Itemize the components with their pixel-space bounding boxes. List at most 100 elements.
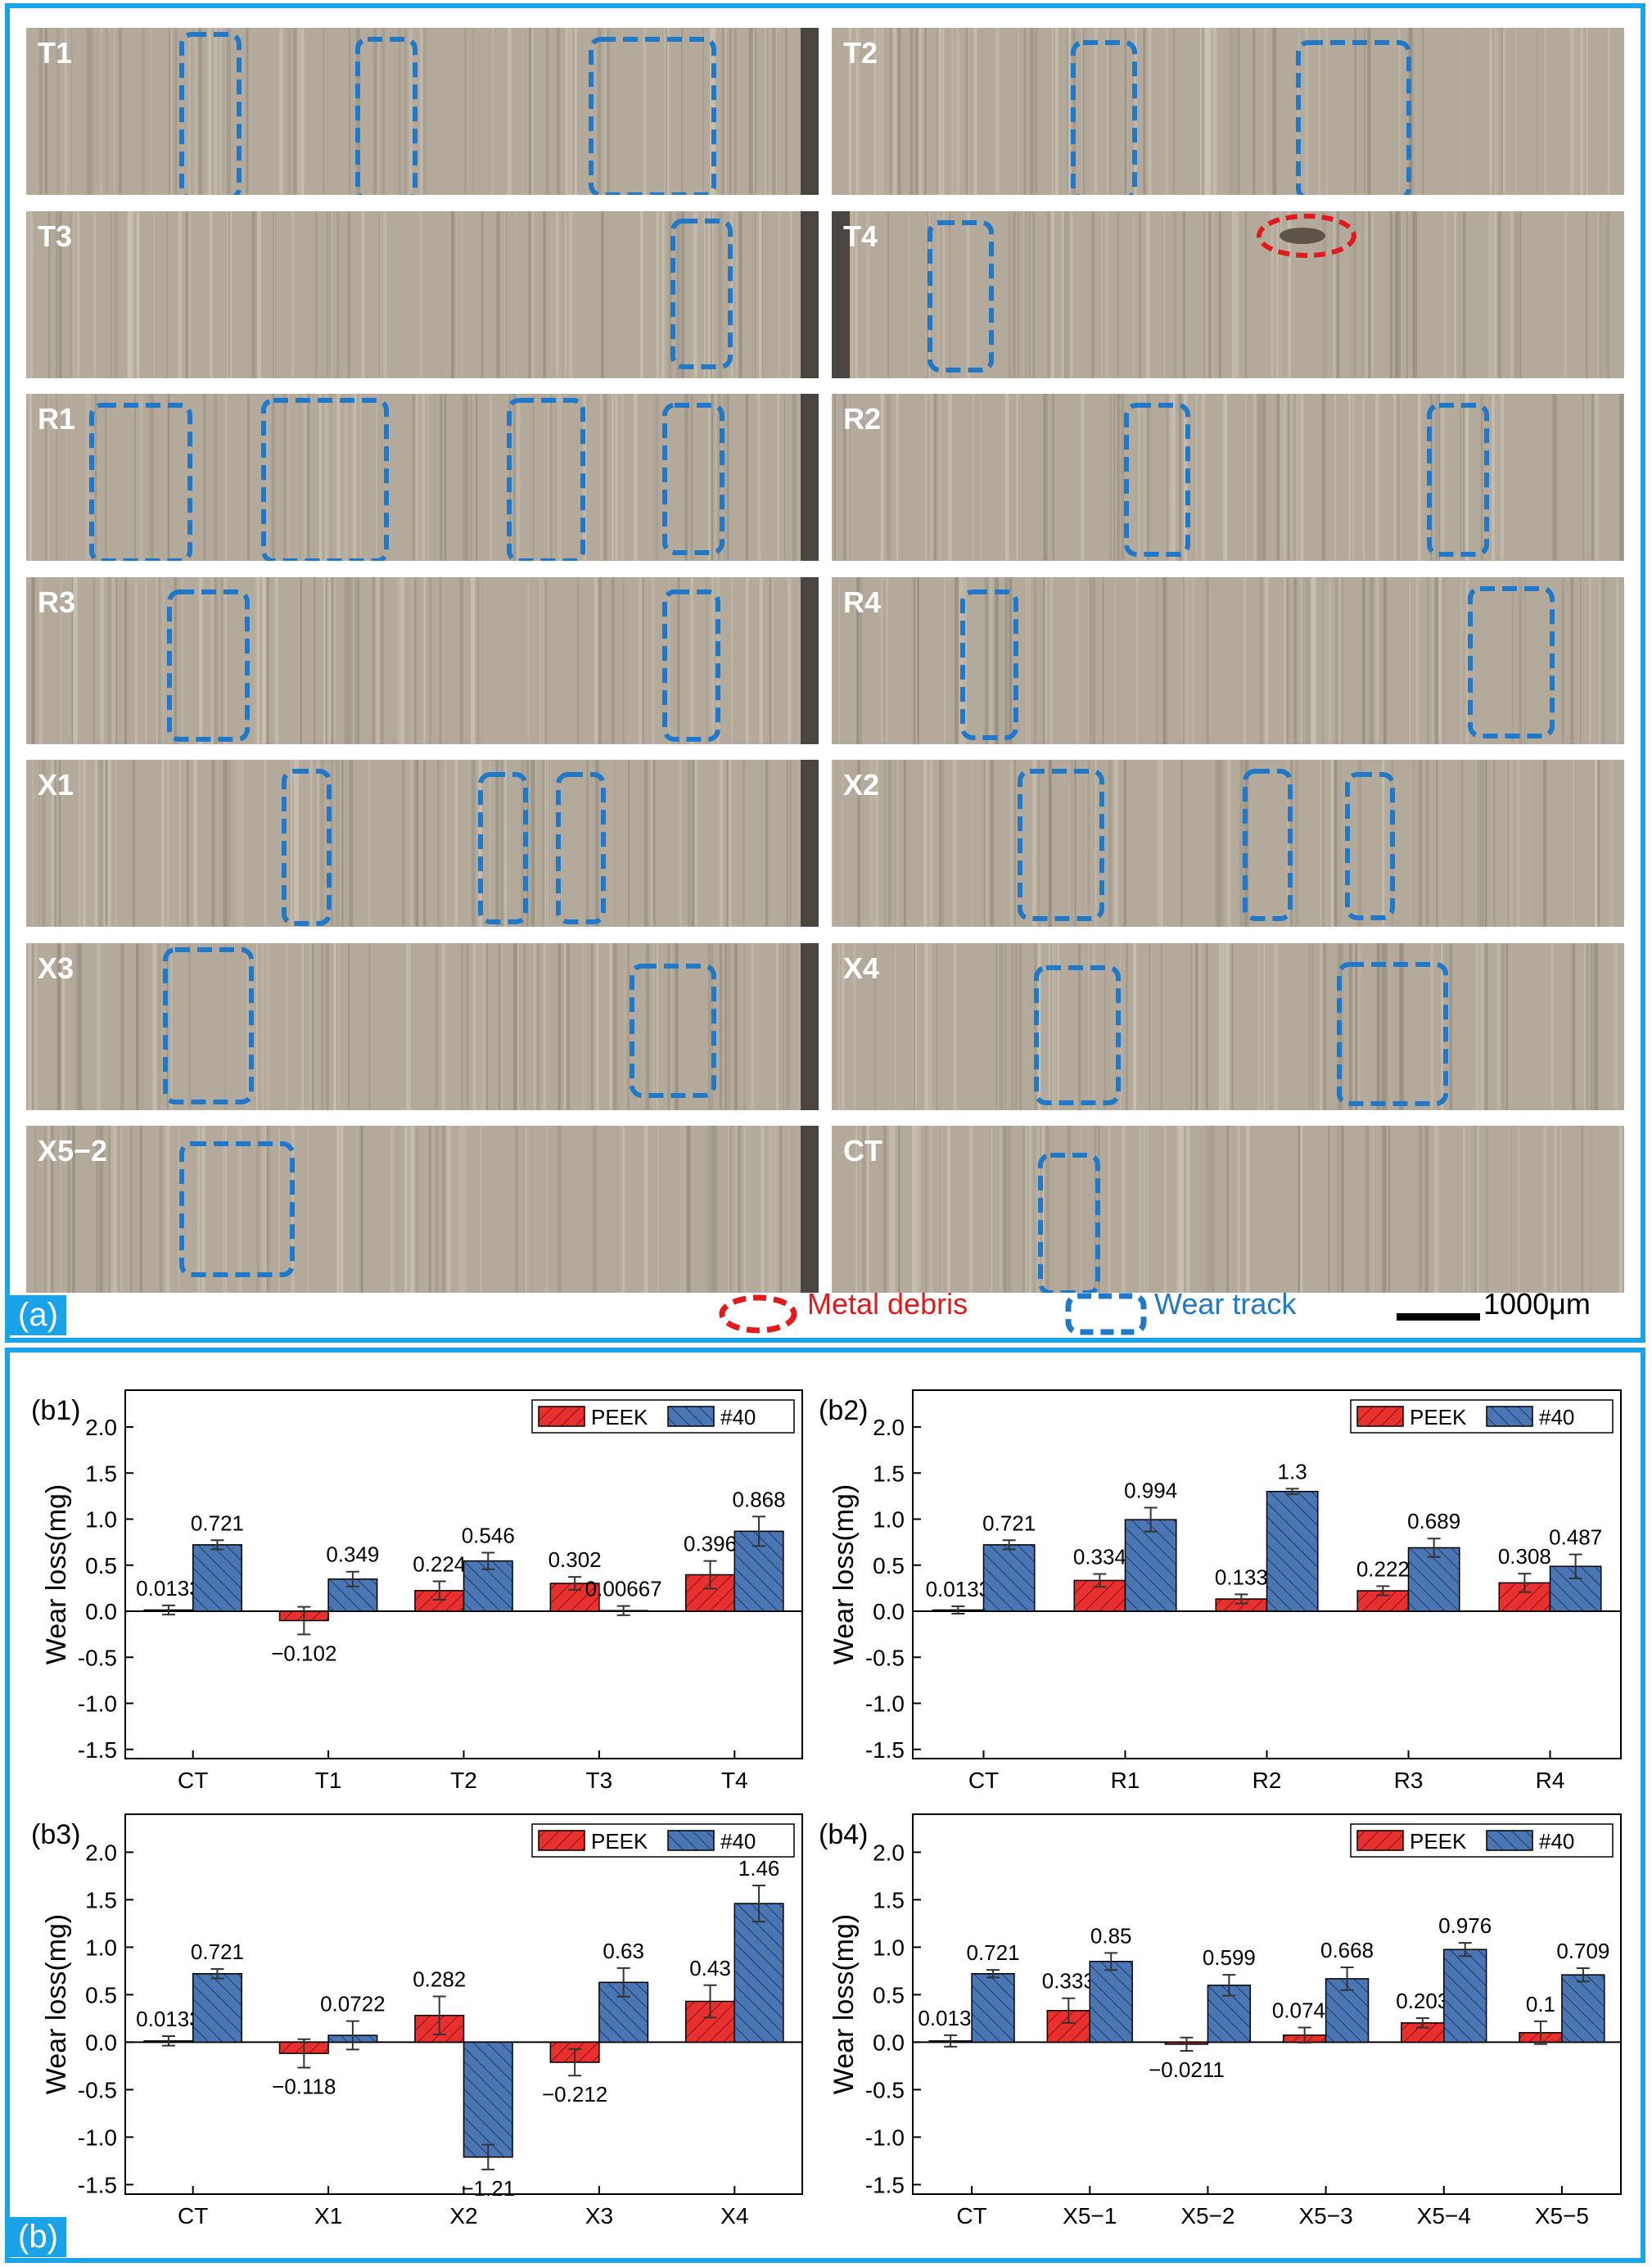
surface-streak: [347, 576, 352, 744]
data-label: −0.102: [271, 1641, 336, 1665]
surface-streak: [495, 760, 499, 927]
data-label: 0.599: [1203, 1945, 1256, 1970]
legend-swatch-n40: [667, 1830, 715, 1851]
surface-streak: [376, 394, 377, 561]
surface-streak: [563, 210, 567, 378]
surface-streak: [1190, 942, 1193, 1110]
surface-streak: [1180, 1126, 1185, 1293]
surface-streak: [73, 210, 76, 378]
surface-streak: [887, 210, 889, 378]
surface-streak: [1143, 394, 1147, 561]
surface-streak: [726, 394, 729, 561]
surface-streak: [1207, 1126, 1208, 1293]
surface-streak: [1363, 28, 1366, 195]
micrograph-tile: X3: [26, 942, 819, 1110]
surface-streak: [1449, 942, 1453, 1110]
surface-streak: [335, 942, 336, 1110]
surface-streak: [1438, 394, 1440, 561]
surface-streak: [1114, 576, 1116, 744]
surface-streak: [99, 1126, 104, 1293]
surface-streak: [56, 942, 61, 1110]
surface-streak: [1412, 760, 1415, 927]
scale-bar: [1397, 1313, 1480, 1321]
surface-streak: [120, 942, 124, 1110]
surface-streak: [1195, 394, 1198, 561]
surface-streak: [32, 760, 34, 927]
surface-streak: [1427, 576, 1429, 744]
surface-streak: [246, 942, 250, 1110]
x-tick-label: R3: [1394, 1768, 1424, 1793]
surface-streak: [984, 576, 989, 744]
surface-streak: [439, 576, 442, 744]
surface-streak: [1298, 1126, 1301, 1293]
y-tick-label: -0.5: [78, 2077, 117, 2102]
surface-streak: [172, 28, 174, 195]
surface-streak: [1571, 942, 1575, 1110]
surface-streak: [749, 28, 753, 195]
surface-streak: [848, 28, 852, 195]
surface-streak: [544, 760, 546, 927]
surface-streak: [332, 576, 336, 744]
surface-streak: [1265, 576, 1269, 744]
surface-streak: [220, 576, 223, 744]
surface-streak: [1169, 394, 1173, 561]
surface-streak: [939, 28, 942, 195]
surface-streak: [1045, 1126, 1049, 1293]
micrograph-tile: R4: [832, 576, 1624, 744]
surface-streak: [224, 1126, 227, 1293]
surface-streak: [1298, 28, 1299, 195]
surface-streak: [291, 760, 292, 927]
surface-streak: [1149, 942, 1152, 1110]
surface-streak: [998, 942, 1001, 1110]
surface-streak: [995, 942, 998, 1110]
x-tick-label: R1: [1111, 1768, 1140, 1793]
surface-streak: [1026, 576, 1027, 744]
surface-streak: [1440, 760, 1442, 927]
metal-debris-spot: [1280, 227, 1325, 244]
surface-streak: [55, 760, 56, 927]
surface-streak: [716, 576, 720, 744]
surface-streak: [115, 760, 117, 927]
surface-streak: [1295, 576, 1297, 744]
surface-streak: [1179, 394, 1182, 561]
surface-streak: [771, 28, 776, 195]
surface-streak: [684, 394, 688, 561]
surface-streak: [736, 210, 739, 378]
surface-streak: [531, 1126, 534, 1293]
surface-streak: [441, 942, 445, 1110]
wear-track-box: [589, 37, 716, 195]
surface-streak: [297, 760, 300, 927]
surface-streak: [274, 576, 279, 744]
surface-streak: [286, 942, 287, 1110]
surface-streak: [47, 210, 51, 378]
surface-streak: [1605, 210, 1610, 378]
surface-streak: [47, 394, 49, 561]
surface-streak: [185, 210, 188, 378]
surface-streak: [1381, 1126, 1385, 1293]
micrograph-tile: R1: [26, 394, 819, 561]
surface-streak: [1090, 576, 1092, 744]
surface-streak: [991, 1126, 993, 1293]
data-label: 0.43: [689, 1956, 731, 1980]
surface-streak: [1150, 942, 1152, 1110]
surface-streak: [1432, 394, 1436, 561]
surface-streak: [228, 760, 230, 927]
surface-streak: [676, 210, 679, 378]
micrograph-tile: X2: [832, 760, 1624, 927]
y-tick-label: -1.0: [865, 2125, 905, 2150]
surface-streak: [1183, 576, 1185, 744]
surface-streak: [1239, 760, 1244, 927]
wear-track-legend-icon: [1065, 1293, 1147, 1335]
surface-streak: [459, 576, 463, 744]
surface-streak: [1462, 210, 1466, 378]
surface-streak: [1503, 28, 1505, 195]
legend-label-n40: #40: [1539, 1405, 1574, 1429]
surface-streak: [1336, 210, 1340, 378]
surface-streak: [390, 1126, 395, 1293]
surface-streak: [1590, 1126, 1592, 1293]
surface-streak: [300, 28, 305, 195]
surface-streak: [203, 394, 205, 561]
surface-streak: [1543, 1126, 1547, 1293]
surface-streak: [896, 394, 899, 561]
surface-streak: [970, 760, 974, 927]
